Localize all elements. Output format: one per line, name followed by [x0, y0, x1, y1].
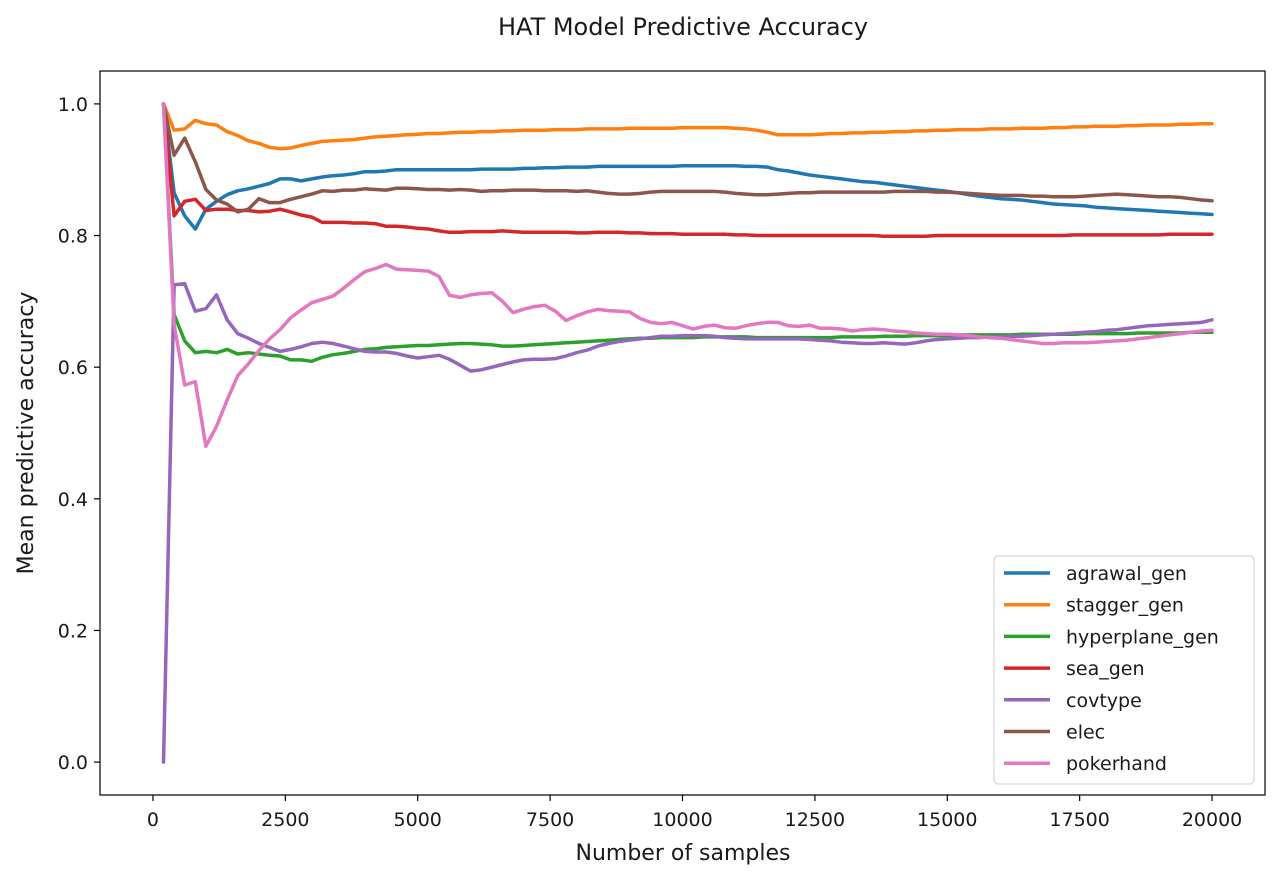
y-axis-label: Mean predictive accuracy [14, 292, 39, 575]
legend-label: sea_gen [1066, 658, 1145, 680]
series-line-stagger-gen [161, 102, 1214, 151]
series-line-covtype [161, 281, 1214, 764]
legend: agrawal_gen stagger_gen hyperplane_gen sea_… [993, 555, 1255, 785]
x-tick-label: 10000 [652, 809, 712, 831]
x-axis: 0 2500 5000 7500 10000 12500 15000 17500 20000 [147, 795, 1242, 831]
x-tick-label: 20000 [1182, 809, 1242, 831]
series-line-sea-gen [161, 102, 1214, 238]
x-tick-label: 5000 [394, 809, 442, 831]
legend-label: covtype [1066, 690, 1142, 712]
x-tick-label: 0 [147, 809, 159, 831]
x-tick-label: 15000 [917, 809, 977, 831]
x-axis-label: Number of samples [575, 841, 790, 866]
series-line-agrawal-gen [161, 102, 1214, 231]
legend-label: hyperplane_gen [1066, 626, 1219, 648]
y-axis: 0.0 0.2 0.4 0.6 0.8 1.0 [58, 94, 100, 774]
legend-label: elec [1066, 722, 1105, 744]
y-tick-label: 0.4 [58, 489, 88, 511]
series-lines [161, 102, 1214, 764]
legend-label: stagger_gen [1066, 595, 1184, 617]
series-line-elec [161, 102, 1214, 214]
x-tick-label: 17500 [1049, 809, 1109, 831]
x-tick-label: 2500 [261, 809, 309, 831]
y-tick-label: 1.0 [58, 94, 88, 116]
series-line-pokerhand [161, 102, 1214, 448]
y-tick-label: 0.6 [58, 357, 88, 379]
y-tick-label: 0.0 [58, 752, 88, 774]
legend-label: pokerhand [1066, 753, 1167, 775]
chart-title: HAT Model Predictive Accuracy [498, 13, 868, 41]
y-tick-label: 0.8 [58, 226, 88, 248]
legend-label: agrawal_gen [1066, 563, 1187, 585]
legend-box [993, 555, 1255, 785]
x-tick-label: 7500 [526, 809, 574, 831]
x-tick-label: 12500 [785, 809, 845, 831]
y-tick-label: 0.2 [58, 620, 88, 642]
